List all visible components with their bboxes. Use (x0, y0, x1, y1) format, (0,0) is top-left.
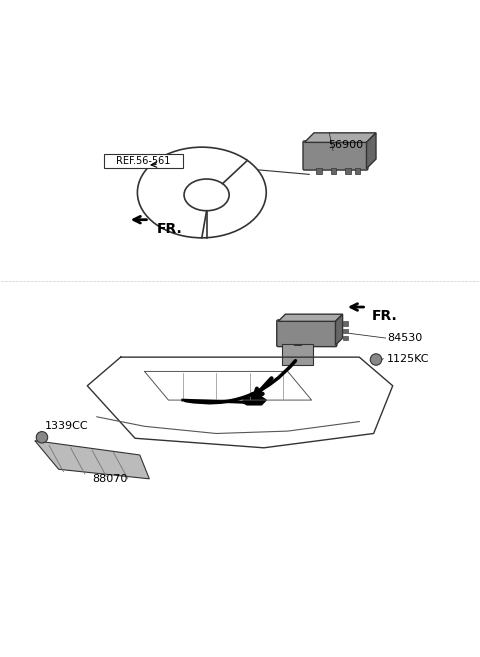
Text: 88070: 88070 (92, 474, 127, 484)
Bar (343, 328, 348, 333)
FancyBboxPatch shape (104, 154, 183, 168)
Polygon shape (336, 314, 343, 345)
Bar (316, 168, 322, 174)
Text: FR.: FR. (156, 222, 182, 236)
Bar (331, 168, 336, 174)
Bar (345, 168, 351, 174)
Polygon shape (278, 314, 343, 321)
Circle shape (370, 353, 382, 365)
Polygon shape (35, 441, 149, 479)
Text: 1125KC: 1125KC (387, 353, 430, 363)
Polygon shape (242, 393, 266, 405)
Bar (343, 321, 348, 326)
Bar (343, 336, 348, 340)
Polygon shape (304, 133, 376, 143)
Polygon shape (366, 133, 376, 169)
Text: REF.56-561: REF.56-561 (117, 156, 171, 166)
Text: 1339CC: 1339CC (44, 420, 88, 430)
Bar (355, 168, 360, 174)
Text: 56900: 56900 (328, 141, 363, 150)
Circle shape (36, 432, 48, 443)
Text: FR.: FR. (372, 309, 398, 323)
FancyBboxPatch shape (282, 344, 312, 365)
FancyBboxPatch shape (277, 320, 337, 347)
FancyBboxPatch shape (303, 141, 368, 170)
Text: 84530: 84530 (387, 333, 422, 343)
